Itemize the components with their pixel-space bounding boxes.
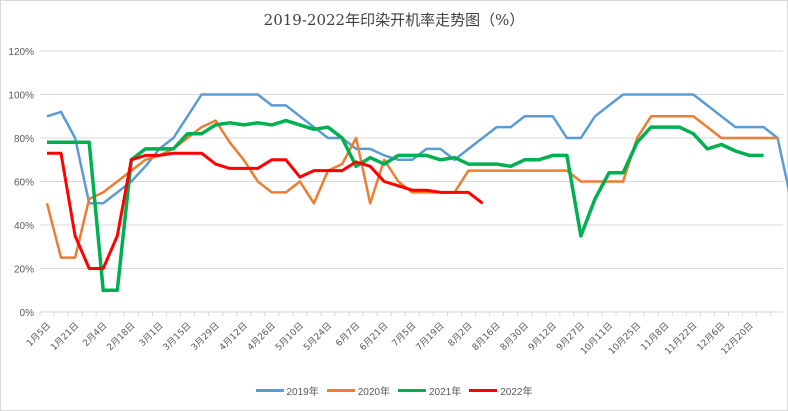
series-lines	[45, 93, 788, 293]
x-tick-label: 7月5日	[390, 320, 419, 349]
legend-label: 2019年	[286, 387, 319, 398]
y-tick-label: 40%	[14, 221, 34, 232]
x-tick-label: 2月18日	[105, 320, 138, 353]
legend-item-2019: 2019年	[255, 383, 319, 398]
series-line-2021	[47, 118, 764, 293]
series-line-2019	[46, 93, 788, 205]
x-tick-label: 6月21日	[358, 320, 391, 353]
series-line-2022	[47, 151, 484, 270]
y-tick-label: 80%	[14, 134, 34, 145]
legend-label: 2021年	[429, 387, 462, 398]
x-tick-label: 4月26日	[245, 320, 278, 353]
x-tick-label: 8月2日	[446, 320, 475, 349]
x-tick-label: 8月16日	[470, 320, 503, 353]
x-tick-label: 5月10日	[273, 320, 306, 353]
x-tick-label: 2月4日	[81, 320, 110, 349]
x-tick-label: 3月29日	[189, 320, 222, 353]
y-tick-label: 60%	[14, 178, 34, 189]
y-tick-label: 120%	[8, 47, 34, 58]
chart-legend: 2019年 2020年 2021年 2022年	[0, 383, 788, 398]
y-tick-label: 100%	[8, 91, 34, 102]
gridlines	[40, 50, 783, 313]
legend-item-2022: 2022年	[469, 383, 533, 398]
legend-swatch-icon	[326, 389, 355, 392]
x-tick-label: 4月12日	[217, 320, 250, 353]
x-tick-label: 3月15日	[161, 320, 194, 353]
y-tick-label: 20%	[14, 265, 34, 276]
x-tick-label: 9月12日	[526, 320, 559, 353]
y-tick-label: 0%	[20, 308, 35, 319]
legend-item-2021: 2021年	[398, 383, 461, 398]
legend-item-2020: 2020年	[326, 383, 390, 398]
legend-swatch-icon	[255, 389, 284, 392]
y-axis-ticks: 0% 20% 40% 60% 80% 100% 120%	[8, 47, 34, 319]
x-tick-label: 8月30日	[498, 320, 531, 353]
x-tick-label: 1月5日	[25, 320, 54, 349]
x-tick-label: 5月24日	[301, 320, 334, 353]
legend-swatch-icon	[398, 389, 426, 392]
chart-title: 2019-2022年印染开机率走势图（%）	[263, 11, 525, 29]
x-tick-label: 6月7日	[334, 320, 363, 349]
legend-label: 2020年	[357, 387, 390, 398]
x-tick-label: 1月21日	[49, 320, 82, 353]
x-tick-label: 7月19日	[414, 320, 447, 353]
legend-swatch-icon	[469, 389, 498, 392]
series-line-2020	[45, 115, 778, 259]
x-tick-label: 3月1日	[137, 320, 166, 349]
legend-label: 2022年	[500, 387, 533, 398]
